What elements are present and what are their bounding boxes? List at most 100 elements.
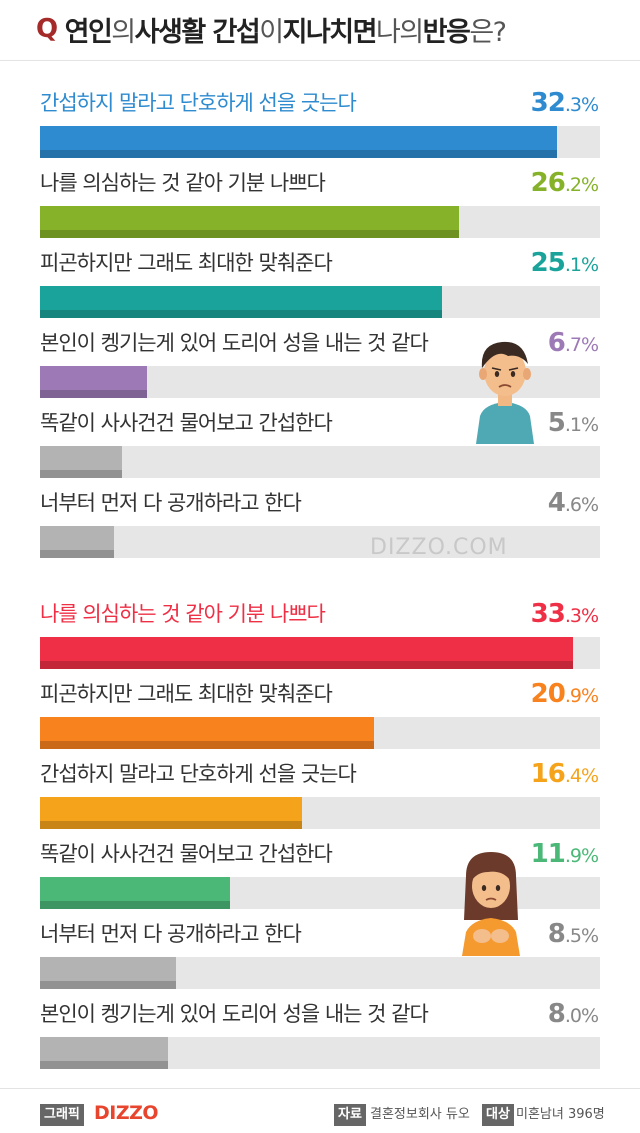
chart-row: 너부터 먼저 다 공개하라고 한다 8.5% <box>0 917 640 997</box>
chart-row: 본인이 켕기는게 있어 도리어 성을 내는 것 같다 6.7% <box>0 326 640 406</box>
category-label: 나를 의심하는 것 같아 기분 나쁘다 <box>40 602 326 626</box>
category-label: 간섭하지 말라고 단호하게 선을 긋는다 <box>40 91 357 115</box>
data-label-integer: 11 <box>530 839 566 869</box>
sad-girl-illustration <box>462 852 520 956</box>
title-divider <box>0 60 640 61</box>
question-mark-label: Q <box>36 14 58 44</box>
chart-row: 피곤하지만 그래도 최대한 맞춰준다 25.1% <box>0 246 640 326</box>
bar <box>40 286 442 318</box>
data-label-integer: 20 <box>530 679 566 709</box>
category-label: 너부터 먼저 다 공개하라고 한다 <box>40 491 302 515</box>
bar <box>40 877 231 909</box>
bar-shade <box>40 470 122 478</box>
data-label-decimal: .5% <box>564 925 599 947</box>
bar-track <box>40 446 600 478</box>
category-label: 피곤하지만 그래도 최대한 맞춰준다 <box>40 682 333 706</box>
footer-divider <box>0 1088 640 1089</box>
bar <box>40 717 375 749</box>
data-label-integer: 25 <box>530 248 566 278</box>
bar <box>40 637 573 669</box>
data-label: 26.2% <box>530 166 599 200</box>
chart-row: 나를 의심하는 것 같아 기분 나쁘다 33.3% <box>0 597 640 677</box>
chart-row: 간섭하지 말라고 단호하게 선을 긋는다 32.3% <box>0 86 640 166</box>
data-label: 11.9% <box>530 837 599 871</box>
bar-track <box>40 957 600 989</box>
data-label-decimal: .9% <box>564 845 599 867</box>
data-label-decimal: .6% <box>564 494 599 516</box>
bar-shade <box>40 1061 168 1069</box>
bar <box>40 1037 168 1069</box>
chart-row: 간섭하지 말라고 단호하게 선을 긋는다 16.4% <box>0 757 640 837</box>
data-label-integer: 4 <box>547 488 566 518</box>
brand-logo: DIZZO <box>94 1102 159 1124</box>
bar <box>40 797 303 829</box>
title-part: 연인 <box>64 16 113 48</box>
data-label-integer: 8 <box>547 999 566 1029</box>
data-label-integer: 8 <box>547 919 566 949</box>
data-label-decimal: .7% <box>564 334 599 356</box>
bar-shade <box>40 981 176 989</box>
title-part: 의 <box>111 16 136 48</box>
title-part: 이 <box>259 16 284 48</box>
chart-row: 나를 의심하는 것 같아 기분 나쁘다 26.2% <box>0 166 640 246</box>
bar-shade <box>40 390 148 398</box>
bar-track <box>40 526 600 558</box>
data-label: 5.1% <box>547 406 599 440</box>
chart-row: 본인이 켕기는게 있어 도리어 성을 내는 것 같다 8.0% <box>0 997 640 1077</box>
bar-track <box>40 637 600 669</box>
data-label-integer: 5 <box>547 408 566 438</box>
data-label-decimal: .3% <box>564 94 599 116</box>
data-label: 32.3% <box>530 86 599 120</box>
chart-row: 피곤하지만 그래도 최대한 맞춰준다 20.9% <box>0 677 640 757</box>
data-label-decimal: .9% <box>564 685 599 707</box>
footer: 그래픽 DIZZO 자료 결혼정보회사 듀오 대상 미혼남녀 396명 <box>0 1100 640 1130</box>
target-text: 미혼남녀 396명 <box>516 1107 605 1122</box>
data-label: 20.9% <box>530 677 599 711</box>
title-part: 사생활 간섭 <box>134 16 261 48</box>
bar-track <box>40 717 600 749</box>
data-label-integer: 6 <box>547 328 566 358</box>
data-label-decimal: .0% <box>564 1005 599 1027</box>
bar-track <box>40 797 600 829</box>
data-label: 6.7% <box>547 326 599 360</box>
title-part: 은? <box>469 16 507 48</box>
bar <box>40 957 176 989</box>
data-label-integer: 33 <box>530 599 566 629</box>
category-label: 나를 의심하는 것 같아 기분 나쁘다 <box>40 171 326 195</box>
bar-track <box>40 1037 600 1069</box>
data-label: 25.1% <box>530 246 599 280</box>
source-tag: 자료 <box>334 1104 366 1126</box>
data-label-decimal: .3% <box>564 605 599 627</box>
target-tag: 대상 <box>482 1104 514 1126</box>
watermark: DIZZO.COM <box>370 535 508 560</box>
data-label: 8.5% <box>547 917 599 951</box>
bar-shade <box>40 741 375 749</box>
bar-track <box>40 206 600 238</box>
data-label-integer: 32 <box>530 88 566 118</box>
data-label: 8.0% <box>547 997 599 1031</box>
category-label: 너부터 먼저 다 공개하라고 한다 <box>40 922 302 946</box>
category-label: 똑같이 사사건건 물어보고 간섭한다 <box>40 842 333 866</box>
bar-shade <box>40 230 460 238</box>
bar-shade <box>40 821 303 829</box>
bar-shade <box>40 150 557 158</box>
graphic-tag: 그래픽 <box>40 1104 84 1126</box>
bar <box>40 126 557 158</box>
category-label: 본인이 켕기는게 있어 도리어 성을 내는 것 같다 <box>40 1002 429 1026</box>
bar-track <box>40 126 600 158</box>
category-label: 본인이 켕기는게 있어 도리어 성을 내는 것 같다 <box>40 331 429 355</box>
category-label: 피곤하지만 그래도 최대한 맞춰준다 <box>40 251 333 275</box>
chart-row: 너부터 먼저 다 공개하라고 한다 4.6% <box>0 486 640 566</box>
bar <box>40 446 122 478</box>
bar-shade <box>40 661 573 669</box>
data-label-decimal: .2% <box>564 174 599 196</box>
category-label: 간섭하지 말라고 단호하게 선을 긋는다 <box>40 762 357 786</box>
data-label-integer: 26 <box>530 168 566 198</box>
chart-row: 똑같이 사사건건 물어보고 간섭한다 5.1% <box>0 406 640 486</box>
title-part: 지나치면 <box>282 16 378 48</box>
data-label: 16.4% <box>531 757 599 791</box>
bar <box>40 206 460 238</box>
source-text: 결혼정보회사 듀오 <box>370 1107 470 1122</box>
data-label-decimal: .4% <box>564 765 599 787</box>
data-label-decimal: .1% <box>564 254 599 276</box>
